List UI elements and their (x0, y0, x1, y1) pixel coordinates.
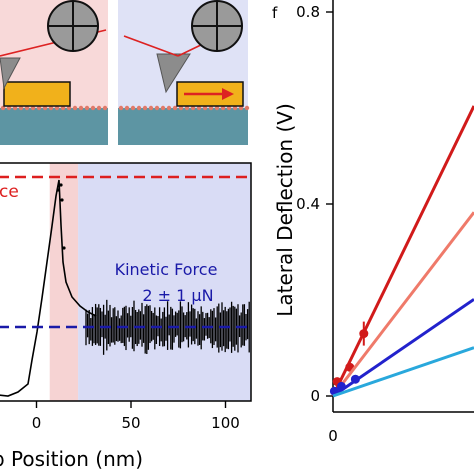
surface-atom (42, 105, 48, 111)
surface-atom (54, 105, 60, 111)
surface-atom (90, 105, 96, 111)
surface-atom (220, 105, 226, 111)
surface-atom (72, 105, 78, 111)
surface-atom (96, 105, 102, 111)
trace-point (60, 198, 64, 202)
surface-atom (208, 105, 214, 111)
substrate (118, 108, 248, 145)
data-point (350, 374, 360, 384)
force-trace-line (0, 179, 97, 397)
surface-atom (124, 105, 130, 111)
trace-point (59, 183, 63, 187)
surface-atom (238, 105, 244, 111)
plot-frame (0, 162, 252, 402)
fit-line (331, 105, 474, 397)
surface-atom (178, 105, 184, 111)
surface-atom (232, 105, 238, 111)
surface-atom (0, 105, 6, 111)
photodetector-icon (191, 0, 243, 52)
y-axis-label: Lateral Deflection (V) (273, 103, 297, 317)
y-tick-label: 0 (310, 387, 320, 405)
photodetector-icon (47, 0, 99, 52)
y-tick-label: 0.4 (296, 195, 320, 213)
schematic-static (0, 0, 108, 145)
series-1 (331, 211, 474, 397)
static-region (49, 163, 79, 401)
trace-point (56, 188, 60, 192)
series-3 (332, 346, 474, 398)
fit-line (332, 346, 474, 398)
surface-atom (30, 105, 36, 111)
surface-atom (60, 105, 66, 111)
surface-atom (6, 105, 12, 111)
surface-atom (102, 105, 108, 111)
surface-atom (202, 105, 208, 111)
panel-letter-f: f (272, 4, 278, 22)
trace-point (62, 246, 66, 250)
surface-atom (84, 105, 90, 111)
surface-atom (148, 105, 154, 111)
sample-block (3, 81, 71, 107)
surface-atom (130, 105, 136, 111)
laser-beam (123, 35, 179, 57)
fit-line (331, 211, 474, 397)
surface-atom (214, 105, 220, 111)
afm-tip (0, 57, 21, 90)
substrate-dots (0, 105, 108, 111)
surface-atom (118, 105, 124, 111)
data-point (336, 381, 346, 391)
surface-atom (160, 105, 166, 111)
surface-atom (48, 105, 54, 111)
surface-atom (36, 105, 42, 111)
surface-atom (142, 105, 148, 111)
x-axis-label: p Position (nm) (0, 447, 143, 471)
surface-atom (66, 105, 72, 111)
surface-atom (166, 105, 172, 111)
surface-atom (244, 105, 250, 111)
substrate-dots (118, 105, 250, 111)
arrow-right-icon (184, 88, 234, 100)
x-tick-label: 50 (121, 414, 140, 432)
surface-atom (154, 105, 160, 111)
x-tick-label: 100 (211, 414, 240, 432)
y-tick-label: 0.8 (296, 3, 320, 21)
kinetic-region (78, 163, 251, 401)
kinetic-force-value: 2 ± 1 μN (142, 286, 213, 305)
surface-atom (226, 105, 232, 111)
x-tick-label: 0 (328, 427, 338, 445)
surface-atom (12, 105, 18, 111)
panel-f-chart: f 0 0.4 0.8 0 Lateral Deflection (V) (272, 0, 474, 445)
surface-atom (136, 105, 142, 111)
kinetic-force-label: Kinetic Force (115, 260, 218, 279)
surface-atom (18, 105, 24, 111)
panel-f-series (329, 105, 474, 398)
friction-trace-chart: 0 50 100 ce Kinetic Force 2 ± 1 μN p Posit… (0, 162, 252, 471)
surface-atom (184, 105, 190, 111)
surface-atom (172, 105, 178, 111)
surface-atom (190, 105, 196, 111)
series-2 (329, 298, 474, 398)
y-axis-ticks: 0 0.4 0.8 (296, 3, 333, 405)
surface-atom (24, 105, 30, 111)
substrate (0, 108, 108, 145)
surface-atom (78, 105, 84, 111)
x-tick-label: 0 (32, 414, 42, 432)
x-axis-ticks: 0 50 100 (32, 401, 240, 432)
static-force-label: ce (0, 182, 19, 202)
schematic-kinetic (118, 0, 250, 145)
surface-atom (196, 105, 202, 111)
series-0 (331, 105, 474, 397)
